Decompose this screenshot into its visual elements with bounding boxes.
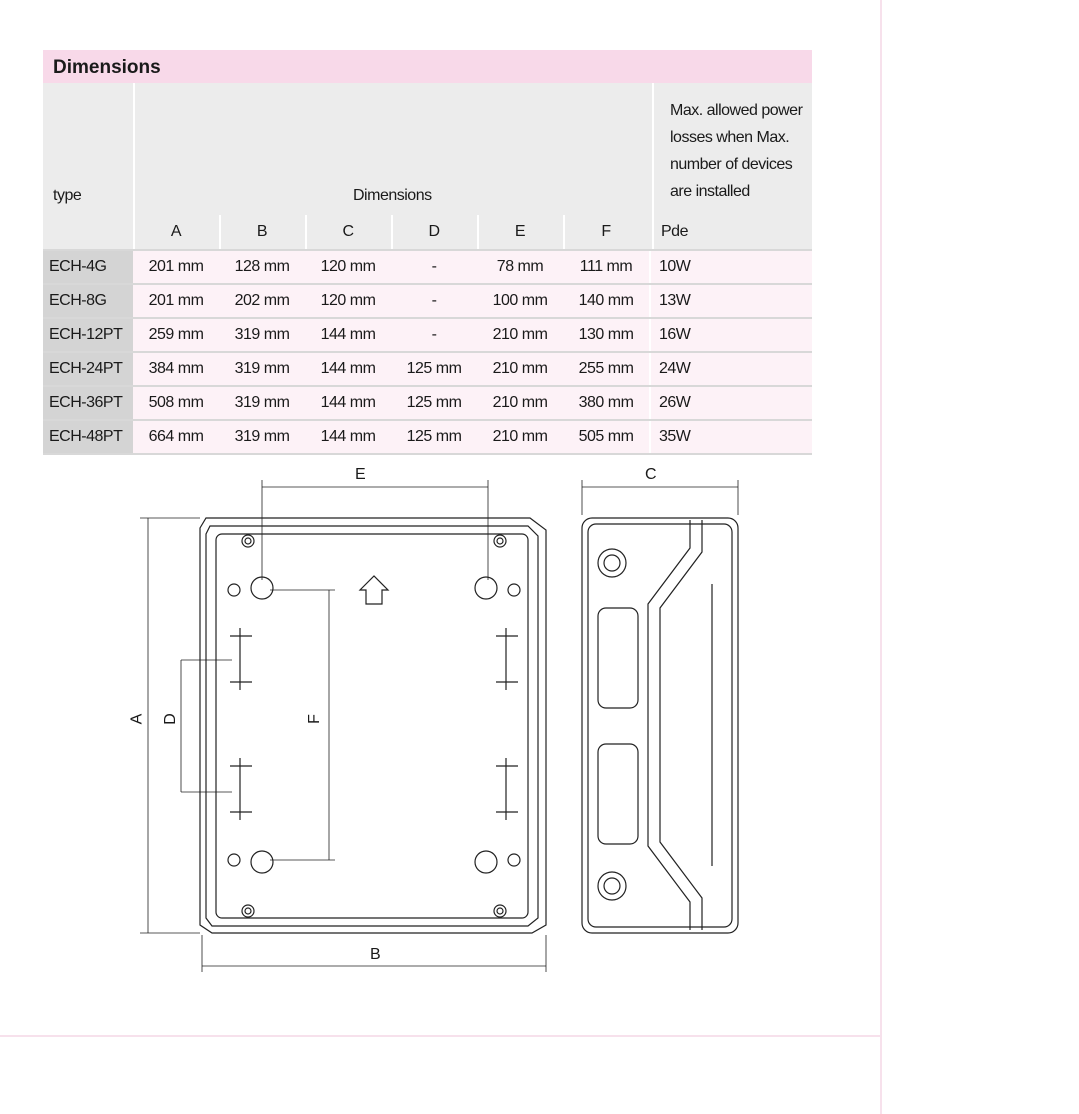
cell-dimension: 144 mm xyxy=(305,387,391,419)
cell-dimension: 319 mm xyxy=(219,421,305,453)
cell-dimension: 78 mm xyxy=(477,251,563,283)
cell-dimension: - xyxy=(391,251,477,283)
table-body: ECH-4G 201 mm 128 mm 120 mm -78 mm 111 mm 10W E… xyxy=(43,249,812,455)
cell-dimension: 319 mm xyxy=(219,353,305,385)
cell-dimension: 380 mm xyxy=(563,387,649,419)
label-c: C xyxy=(645,466,657,483)
cell-dimension: 130 mm xyxy=(563,319,649,351)
cell-type: ECH-48PT xyxy=(43,421,133,453)
table-header: type Dimensions Max. allowed power losse… xyxy=(43,83,812,249)
header-col-f: F xyxy=(601,223,611,240)
cell-pde: 26W xyxy=(649,387,812,419)
cell-dimension: 210 mm xyxy=(477,319,563,351)
label-a: A xyxy=(128,713,146,725)
cell-dimension: 508 mm xyxy=(133,387,219,419)
cell-dimension: 202 mm xyxy=(219,285,305,317)
cell-pde: 16W xyxy=(649,319,812,351)
cell-dimension: 255 mm xyxy=(563,353,649,385)
cell-dimension: 210 mm xyxy=(477,353,563,385)
cell-pde: 35W xyxy=(649,421,812,453)
cell-dimension: 144 mm xyxy=(305,421,391,453)
cell-type: ECH-12PT xyxy=(43,319,133,351)
cell-dimension: 120 mm xyxy=(305,285,391,317)
cell-dimension: 210 mm xyxy=(477,387,563,419)
cell-type: ECH-8G xyxy=(43,285,133,317)
front-view xyxy=(199,517,547,934)
cell-dimension: 201 mm xyxy=(133,251,219,283)
cell-pde: 10W xyxy=(649,251,812,283)
cell-dimension: 128 mm xyxy=(219,251,305,283)
header-col-c: C xyxy=(342,223,354,240)
table-row: ECH-4G 201 mm 128 mm 120 mm -78 mm 111 mm 10W xyxy=(43,249,812,283)
header-col-b: B xyxy=(256,223,268,240)
label-b: B xyxy=(370,946,381,963)
table-row: ECH-48PT 664 mm 319 mm 144 mm 125 mm 210 mm 50… xyxy=(43,419,812,455)
cell-type: ECH-4G xyxy=(43,251,133,283)
cell-dimension: 319 mm xyxy=(219,319,305,351)
cell-dimension: 144 mm xyxy=(305,353,391,385)
label-e: E xyxy=(355,466,366,483)
dimension-lines xyxy=(140,480,739,972)
header-type: type xyxy=(53,187,82,204)
cell-dimension: 111 mm xyxy=(563,251,649,283)
cell-dimension: 259 mm xyxy=(133,319,219,351)
label-d: D xyxy=(161,713,179,725)
header-pde: Pde xyxy=(661,223,688,240)
cell-dimension: 100 mm xyxy=(477,285,563,317)
table-row: ECH-24PT 384 mm 319 mm 144 mm 125 mm 210 mm 25… xyxy=(43,351,812,385)
dimensions-table: Dimensions type Dimensions Max. allowed … xyxy=(43,50,812,455)
cell-dimension: 120 mm xyxy=(305,251,391,283)
cell-dimension: 125 mm xyxy=(391,421,477,453)
page-margin-line xyxy=(880,0,882,1114)
cell-dimension: 505 mm xyxy=(563,421,649,453)
table-row: ECH-8G 201 mm 202 mm 120 mm -100 mm 140 mm 13W xyxy=(43,283,812,317)
cell-pde: 13W xyxy=(649,285,812,317)
cell-dimension: 125 mm xyxy=(391,353,477,385)
cell-dimension: 125 mm xyxy=(391,387,477,419)
cell-dimension: 140 mm xyxy=(563,285,649,317)
cell-type: ECH-36PT xyxy=(43,387,133,419)
cell-dimension: 384 mm xyxy=(133,353,219,385)
header-power-note: Max. allowed power losses when Max. numb… xyxy=(670,102,803,200)
cell-dimension: 664 mm xyxy=(133,421,219,453)
cell-dimension: 201 mm xyxy=(133,285,219,317)
cell-dimension: - xyxy=(391,319,477,351)
cell-type: ECH-24PT xyxy=(43,353,133,385)
side-view xyxy=(581,517,739,934)
section-title: Dimensions xyxy=(43,50,812,83)
cell-dimension: 210 mm xyxy=(477,421,563,453)
header-col-a: A xyxy=(170,223,182,240)
label-f: F xyxy=(305,714,323,724)
cell-dimension: 319 mm xyxy=(219,387,305,419)
cell-dimension: - xyxy=(391,285,477,317)
table-row: ECH-36PT 508 mm 319 mm 144 mm 125 mm 210 mm 38… xyxy=(43,385,812,419)
cell-pde: 24W xyxy=(649,353,812,385)
header-col-e: E xyxy=(514,223,526,240)
header-dimensions: Dimensions xyxy=(353,187,432,204)
table-row: ECH-12PT 259 mm 319 mm 144 mm -210 mm 130 mm 1… xyxy=(43,317,812,351)
header-col-d: D xyxy=(428,223,440,240)
page-footer-line xyxy=(0,1035,881,1037)
cell-dimension: 144 mm xyxy=(305,319,391,351)
